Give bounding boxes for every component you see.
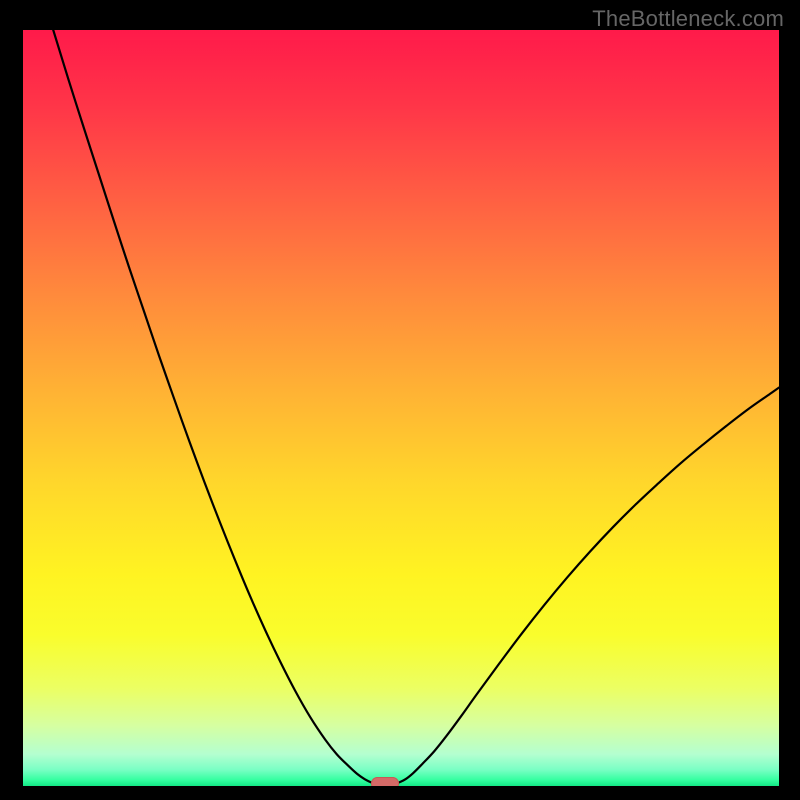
- v-curve-svg: [23, 30, 779, 786]
- v-curve-right-arm: [399, 388, 779, 783]
- v-curve-left-arm: [53, 30, 371, 782]
- plot-area: [23, 30, 779, 786]
- optimal-marker: [371, 777, 399, 787]
- watermark-label: TheBottleneck.com: [592, 6, 784, 32]
- bottleneck-chart: [0, 0, 800, 800]
